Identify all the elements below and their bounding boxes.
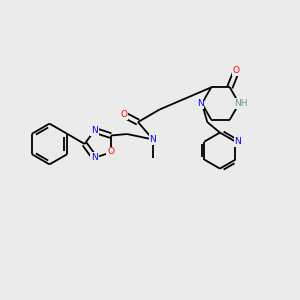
Text: N: N (150, 135, 156, 144)
Text: NH: NH (234, 99, 247, 108)
Text: N: N (91, 153, 98, 162)
Text: N: N (197, 99, 204, 108)
Text: N: N (91, 126, 98, 135)
Text: O: O (107, 147, 114, 156)
Text: O: O (233, 66, 240, 75)
Text: O: O (120, 110, 127, 119)
Text: N: N (235, 137, 241, 146)
